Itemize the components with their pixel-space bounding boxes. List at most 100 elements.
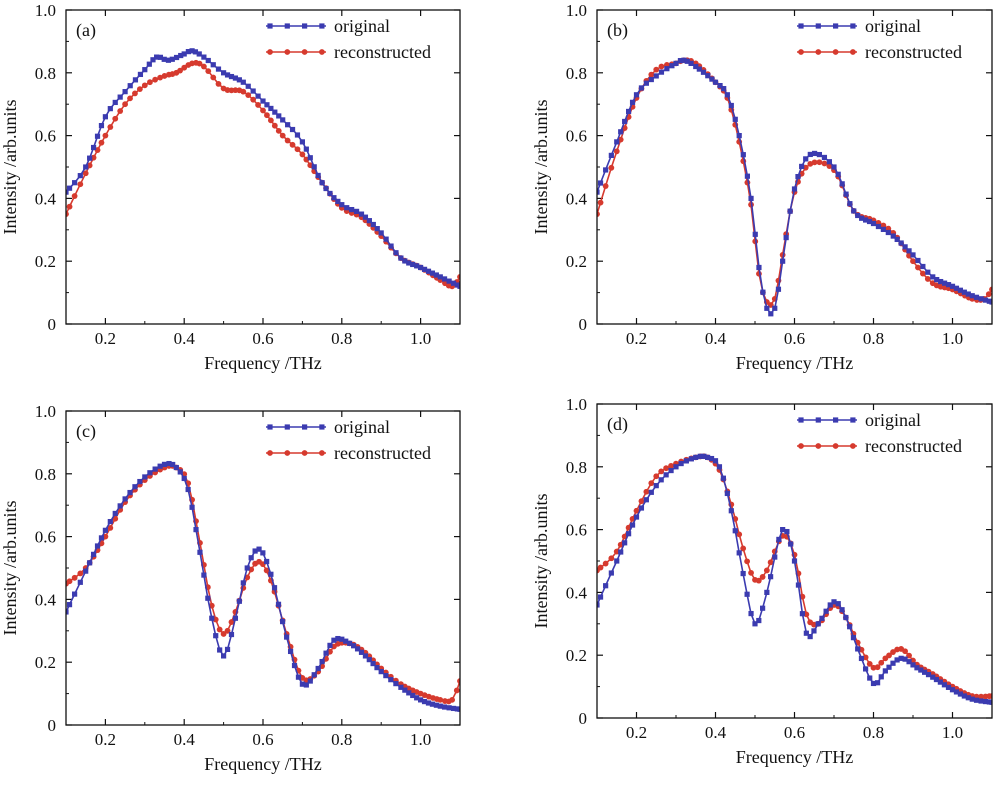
data-point-original [351,643,357,649]
data-point-original [843,614,849,621]
data-point-original [209,615,215,621]
x-tick-label: 1.0 [942,329,963,348]
series-line-original [597,455,992,704]
data-point-original [878,674,884,680]
data-point-original [457,283,460,289]
data-point-reconstructed [608,164,615,171]
legend-marker-reconstructed [798,49,804,55]
data-point-original [933,676,940,683]
panel-d: 0 0.2 0.4 0.6 0.8 1.0 0.2 0.4 0.6 0.8 1.0 (d) origin… [531,395,993,767]
data-point-original [653,483,659,489]
data-point-original [256,546,262,552]
data-point-original [693,63,699,70]
data-point-original [173,464,179,471]
data-point-original [894,657,900,663]
data-point-original [161,461,168,467]
legend-marker-reconstructed [815,49,822,55]
data-point-original [614,139,620,145]
data-point-original [181,475,187,482]
data-point-original [98,535,105,541]
data-point-reconstructed [915,264,921,271]
data-point-original [965,291,971,297]
data-point-reconstructed [263,567,270,574]
legend-marker-reconstructed [319,450,325,456]
data-point-original [658,477,664,483]
data-point-original [756,264,762,271]
data-point-reconstructed [910,258,916,265]
data-point-reconstructed [201,63,207,70]
legend-marker-reconstructed [850,49,856,55]
x-tick-label: 1.0 [942,723,963,742]
data-point-original [866,218,873,225]
legend-marker-original [833,23,839,29]
data-point-original [370,660,376,667]
data-point-reconstructed [250,96,257,103]
data-point-reconstructed [826,163,833,170]
data-point-original [339,202,345,208]
data-point-original [378,669,384,675]
data-point-original [94,133,101,139]
data-point-original [949,687,956,693]
data-point-reconstructed [924,276,931,282]
data-point-original [732,116,738,122]
data-point-original [77,173,83,179]
data-point-original [358,211,365,217]
data-point-original [255,93,261,99]
legend-marker-original [798,417,804,423]
data-point-original [648,76,654,83]
data-point-reconstructed [902,648,908,655]
data-point-reconstructed [886,652,892,659]
data-point-original [874,680,881,686]
data-point-original [728,102,734,109]
data-point-original [799,163,805,170]
data-point-original [957,287,963,293]
plot-frame [596,403,993,719]
series-line-reconstructed [597,59,992,307]
data-point-original [276,113,282,119]
data-point-original [867,675,873,681]
x-tick-label: 1.0 [410,730,431,749]
data-point-reconstructed [648,71,655,78]
data-point-reconstructed [260,107,266,114]
data-point-original [648,489,654,495]
x-tick-label: 0.6 [784,723,805,742]
data-point-original [768,311,774,317]
data-point-original [224,72,231,78]
data-point-reconstructed [141,82,148,89]
data-point-original [863,217,869,223]
data-point-original [902,244,908,250]
data-point-original [608,570,614,576]
data-point-reconstructed [740,545,747,552]
x-tick-label: 0.8 [331,329,352,348]
data-point-reconstructed [653,66,660,73]
data-point-reconstructed [453,687,460,694]
data-point-reconstructed [122,101,128,108]
data-point-original [122,496,128,502]
legend-label-reconstructed: reconstructed [865,436,962,456]
data-point-original [961,693,967,699]
data-point-reconstructed [989,286,992,293]
legend-marker-original [798,23,804,29]
data-point-reconstructed [811,159,818,166]
data-point-original [863,666,869,672]
data-point-original [307,155,313,161]
data-point-original [362,653,369,659]
x-axis-title: Frequency /THz [736,747,853,767]
data-point-original [925,269,931,275]
data-point-reconstructed [821,160,828,167]
legend-marker-reconstructed [301,450,308,456]
data-point-original [643,497,649,503]
data-point-original [855,212,861,219]
x-tick-label: 0.6 [252,730,273,749]
data-point-original [228,73,235,80]
y-tick-label: 0 [48,716,57,735]
legend-marker-reconstructed [267,49,273,55]
data-point-original [441,704,448,710]
data-point-original [378,230,384,236]
data-point-original [307,678,313,684]
legend-marker-original [284,23,290,29]
data-point-reconstructed [767,559,774,566]
data-point-original [902,656,908,662]
data-point-original [83,568,89,574]
data-point-original [986,699,992,705]
